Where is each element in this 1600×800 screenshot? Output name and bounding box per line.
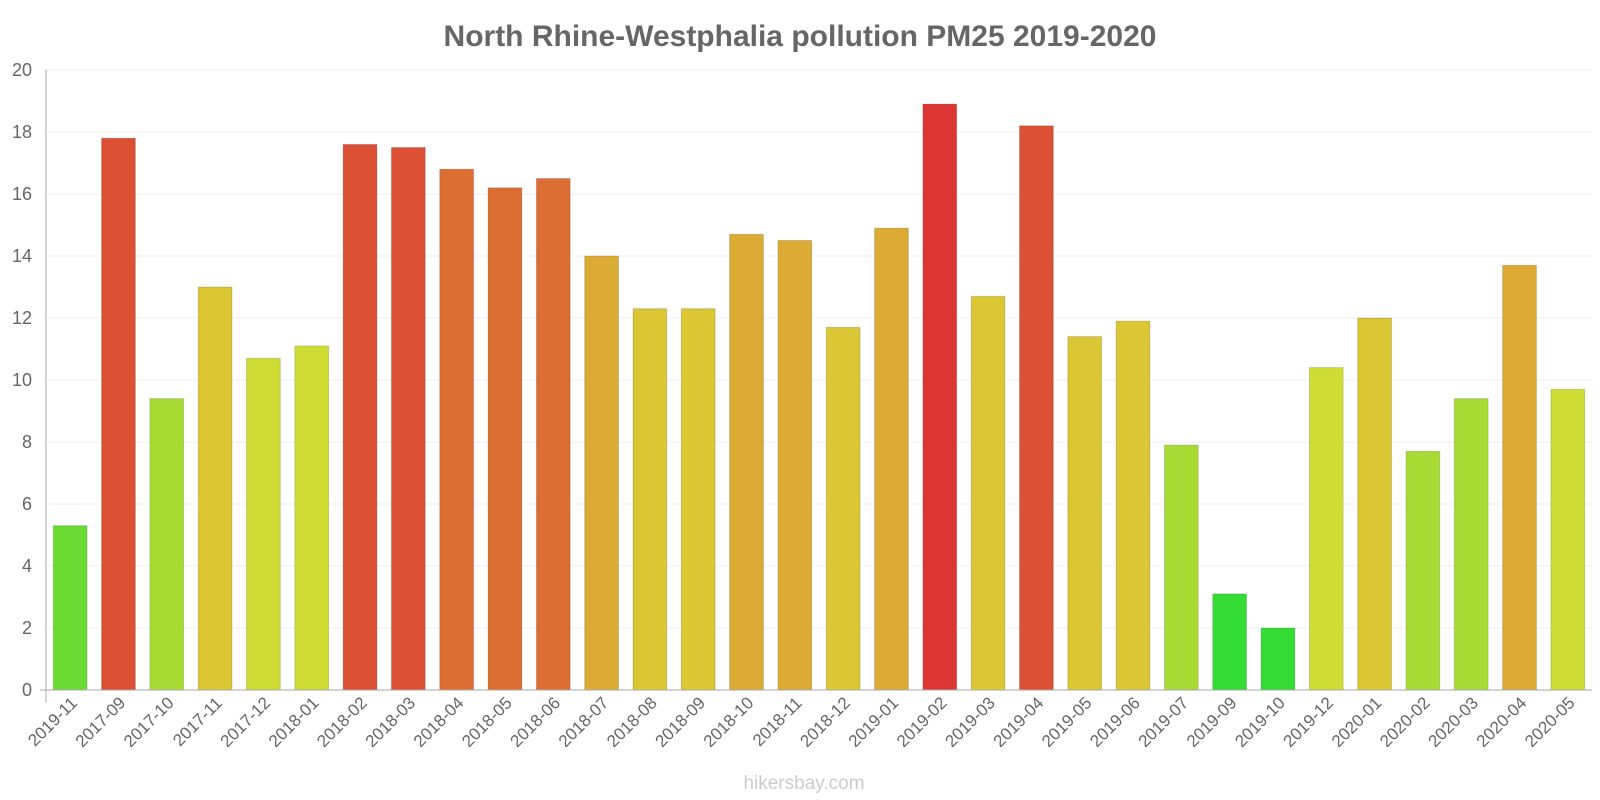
bar-2018-07 — [584, 255, 620, 691]
x-tick-label: 2019-06 — [1086, 693, 1144, 751]
x-tick-label: 2019-05 — [1038, 693, 1096, 751]
bar-2018-05 — [487, 187, 523, 691]
bar-2018-12 — [825, 326, 861, 691]
bar-2019-10 — [1260, 627, 1296, 691]
bars — [52, 103, 1586, 691]
credit-watermark: hikersbay.com — [743, 773, 864, 794]
bar-2019-05 — [1067, 336, 1103, 691]
bar-2019-09 — [1212, 593, 1248, 691]
bar-2018-01 — [294, 345, 330, 691]
y-tick-label: 8 — [22, 432, 32, 452]
x-tick-label: 2018-05 — [458, 693, 516, 751]
bar-2018-04 — [439, 168, 475, 691]
x-tick-label: 2017-09 — [72, 693, 130, 751]
bar-2018-03 — [390, 147, 426, 691]
bar-2020-01 — [1357, 317, 1393, 691]
x-tick-label: 2018-06 — [507, 693, 565, 751]
x-tick-label: 2018-01 — [265, 693, 323, 751]
y-tick-label: 12 — [12, 308, 32, 328]
y-axis: 0 2 4 6 8 10 12 14 16 18 20 — [12, 60, 47, 702]
x-tick-label: 2019-04 — [990, 693, 1048, 751]
y-tick-label: 4 — [22, 556, 32, 576]
y-tick-label: 16 — [12, 184, 32, 204]
bar-2018-02 — [342, 143, 378, 691]
bar-2017-10 — [149, 398, 185, 691]
bar-2019-07 — [1163, 444, 1199, 691]
bar-2019-04 — [1018, 125, 1054, 691]
bar-2019-11 — [52, 525, 88, 691]
bar-2019-12 — [1308, 367, 1344, 691]
x-tick-label: 2019-09 — [1183, 693, 1241, 751]
bar-2020-05 — [1550, 388, 1586, 691]
y-tick-label: 10 — [12, 370, 32, 390]
bar-2018-11 — [777, 240, 813, 691]
x-tick-label: 2017-10 — [120, 693, 178, 751]
x-tick-label: 2017-12 — [217, 693, 275, 751]
bar-2019-01 — [874, 227, 909, 691]
bar-2018-09 — [680, 308, 716, 691]
y-tick-label: 18 — [12, 122, 32, 142]
bar-2017-09 — [101, 137, 136, 691]
x-tick-label: 2020-01 — [1328, 693, 1386, 751]
x-tick-label: 2018-11 — [749, 693, 806, 750]
x-tick-label: 2018-02 — [313, 693, 371, 751]
x-tick-label: 2019-12 — [1280, 693, 1338, 751]
x-tick-label: 2019-11 — [24, 693, 81, 750]
x-tick-label: 2018-04 — [410, 693, 468, 751]
y-tick-label: 0 — [22, 680, 32, 700]
x-tick-label: 2020-03 — [1424, 693, 1482, 751]
y-tick-label: 2 — [22, 618, 32, 638]
x-tick-label: 2019-03 — [941, 693, 999, 751]
x-tick-label: 2019-07 — [1135, 693, 1193, 751]
x-tick-label: 2018-09 — [651, 693, 709, 751]
bar-2020-02 — [1405, 450, 1441, 691]
bar-2018-06 — [535, 178, 571, 691]
x-tick-label: 2018-03 — [362, 693, 420, 751]
bar-2019-03 — [970, 295, 1006, 691]
x-tick-label: 2019-10 — [1231, 693, 1289, 751]
x-tick-label: 2018-08 — [603, 693, 661, 751]
x-tick-label: 2018-07 — [555, 693, 613, 751]
bar-2017-12 — [245, 357, 281, 691]
y-tick-label: 20 — [12, 60, 32, 80]
x-tick-label: 2019-02 — [893, 693, 951, 751]
x-tick-label: 2020-02 — [1376, 693, 1434, 751]
x-tick-label: 2020-05 — [1521, 693, 1579, 751]
x-tick-label: 2020-04 — [1473, 693, 1531, 751]
chart-title: North Rhine-Westphalia pollution PM25 20… — [444, 20, 1157, 53]
bar-2020-04 — [1502, 264, 1537, 691]
bar-2017-11 — [197, 286, 233, 691]
bar-2019-06 — [1115, 320, 1151, 691]
x-tick-label: 2018-12 — [796, 693, 854, 751]
bar-2018-10 — [729, 233, 764, 691]
y-tick-label: 6 — [22, 494, 32, 514]
x-axis: 2019-112017-092017-102017-112017-122018-… — [24, 689, 1592, 751]
x-tick-label: 2017-11 — [169, 693, 226, 750]
x-tick-label: 2018-10 — [700, 693, 758, 751]
bar-2020-03 — [1453, 398, 1489, 691]
bar-2018-08 — [632, 308, 668, 691]
y-tick-label: 14 — [12, 246, 32, 266]
bar-2019-02 — [922, 103, 958, 691]
x-tick-label: 2019-01 — [845, 693, 903, 751]
